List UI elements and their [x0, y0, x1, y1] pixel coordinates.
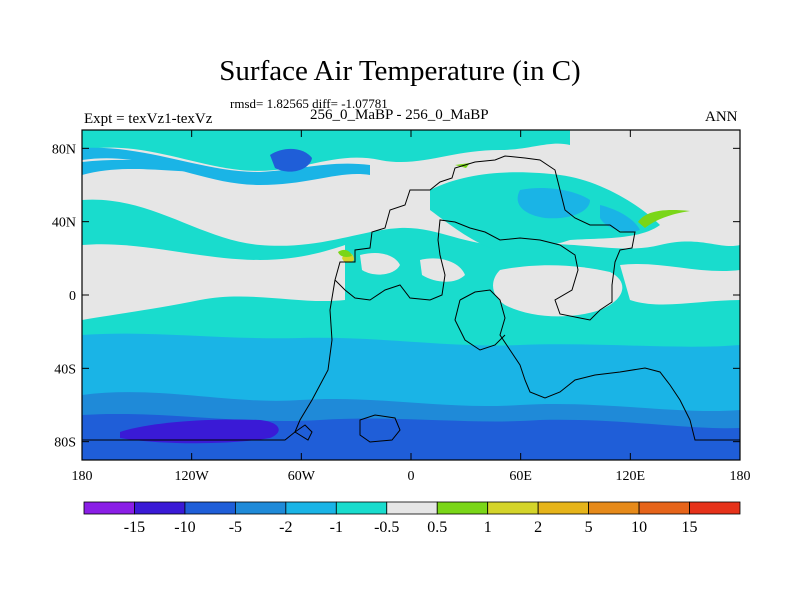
experiment-label: Expt = texVz1-texVz	[84, 111, 213, 127]
colorbar-swatch	[234, 501, 287, 515]
colorbar-swatch	[83, 501, 135, 515]
x-tick-label: 120W	[175, 469, 210, 484]
y-tick-label: 80S	[54, 436, 76, 451]
x-axis: 180 120W 60W 0 60E 120E 180	[72, 130, 751, 484]
map-field	[82, 130, 740, 460]
x-tick-label: 0	[408, 469, 415, 484]
colorbar-swatch	[335, 501, 388, 515]
colorbar-label: -2	[279, 519, 292, 536]
colorbar-label: 1	[484, 519, 492, 536]
colorbar-label: 10	[631, 519, 647, 536]
x-tick-label: 60W	[288, 469, 316, 484]
colorbar-swatch	[689, 501, 741, 515]
colorbar-swatch	[436, 501, 489, 515]
x-tick-label: 60E	[509, 469, 532, 484]
colorbar-swatch	[386, 501, 438, 515]
chart-subtitle: 256_0_MaBP - 256_0_MaBP	[310, 107, 489, 123]
colorbar-label: 15	[682, 519, 698, 536]
season-label: ANN	[705, 109, 738, 125]
colorbar-label: -1	[330, 519, 343, 536]
y-tick-label: 80N	[52, 142, 76, 157]
colorbar-swatch	[537, 501, 590, 515]
y-axis: 80N 40N 0 40S 80S	[52, 142, 740, 451]
colorbar-label: -5	[229, 519, 242, 536]
stats-line: rmsd= 1.82565 diff= -1.07781	[230, 96, 388, 111]
colorbar-swatch	[638, 501, 690, 515]
x-tick-label: 180	[72, 469, 93, 484]
x-tick-label: 180	[730, 469, 751, 484]
colorbar-label: -15	[124, 519, 145, 536]
colorbar-swatch	[285, 501, 337, 515]
colorbar-label: 0.5	[427, 519, 447, 536]
y-tick-label: 40S	[54, 362, 76, 377]
y-tick-label: 0	[69, 289, 76, 304]
x-tick-label: 120E	[616, 469, 646, 484]
colorbar-label: 2	[534, 519, 542, 536]
colorbar-swatch	[134, 501, 186, 515]
colorbar-swatch	[588, 501, 640, 515]
colorbar: -15 -10 -5 -2 -1 -0.5 0.5 1 2 5 10 15	[83, 501, 741, 536]
y-tick-label: 40N	[52, 216, 76, 231]
colorbar-label: 5	[585, 519, 593, 536]
chart-title: Surface Air Temperature (in C)	[219, 55, 581, 87]
colorbar-label: -0.5	[374, 519, 399, 536]
colorbar-swatch	[487, 501, 539, 515]
colorbar-label: -10	[174, 519, 195, 536]
colorbar-swatch	[184, 501, 236, 515]
